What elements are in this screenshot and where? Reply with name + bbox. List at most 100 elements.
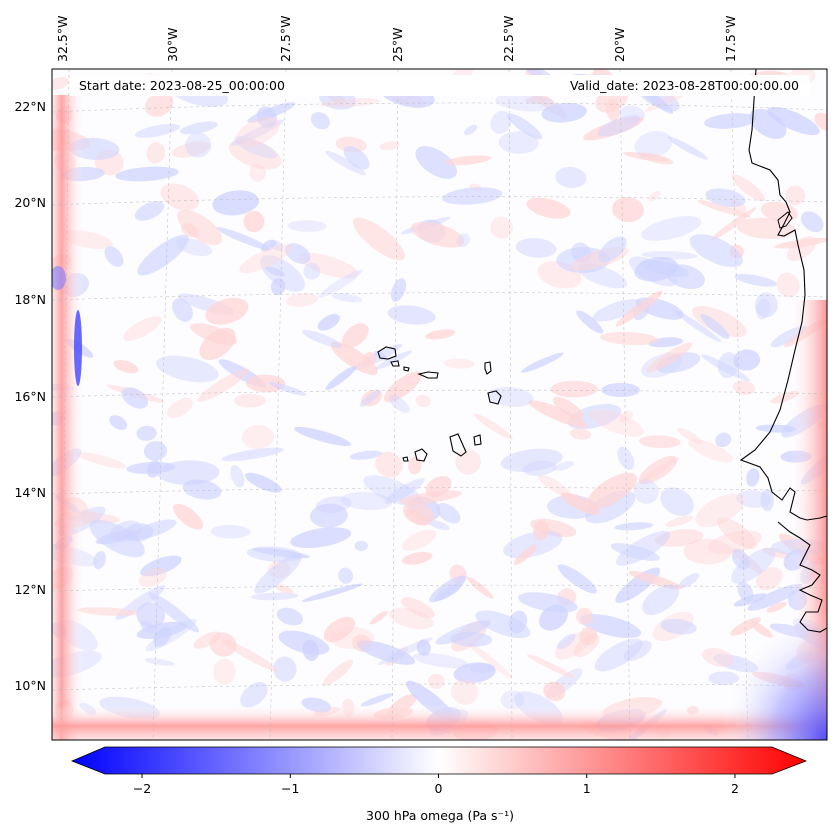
- ascent-patch: [594, 638, 643, 672]
- island-santo-antao: [377, 346, 397, 360]
- ascent-patch: [302, 583, 363, 602]
- lon-tick-label: 27.5°W: [278, 16, 293, 62]
- colorbar-tick-label: 0: [435, 781, 443, 796]
- ascent-patch: [642, 584, 680, 615]
- ascent-patch: [247, 102, 296, 123]
- island-sao-vicente: [390, 360, 400, 367]
- ascent-patch: [285, 243, 311, 264]
- descent-patch: [113, 360, 139, 374]
- descent-patch: [639, 435, 681, 449]
- descent-patch: [320, 98, 380, 108]
- descent-patch: [736, 217, 795, 239]
- descent-patch: [717, 517, 757, 550]
- africa-coastline-south: [777, 521, 827, 633]
- ascent-patch: [390, 278, 407, 302]
- ascent-patch: [705, 188, 746, 207]
- descent-patch: [527, 654, 574, 678]
- ascent-patch: [216, 227, 270, 250]
- descent-patch: [221, 639, 278, 672]
- descent-patch: [193, 631, 221, 649]
- descent-patch: [122, 316, 162, 341]
- ascent-patch: [660, 618, 697, 635]
- descent-patch: [600, 331, 659, 346]
- ascent-patch: [541, 102, 587, 123]
- descent-patch: [628, 570, 683, 590]
- ascent-patch: [89, 520, 145, 558]
- ascent-patch: [442, 187, 503, 205]
- colorbar-label: 300 hPa omega (Pa s⁻¹): [366, 808, 514, 823]
- descent-patch: [638, 455, 678, 485]
- ascent-patch: [210, 524, 251, 539]
- ascent-patch: [553, 461, 575, 471]
- ascent-patch: [614, 522, 654, 531]
- ascent-patch: [488, 386, 534, 407]
- lon-tick-label: 32.5°W: [55, 16, 70, 62]
- ascent-patch: [359, 389, 382, 407]
- ascent-patch: [233, 135, 278, 159]
- descent-patch: [323, 659, 354, 686]
- island-boa-vista: [487, 390, 502, 405]
- ascent-patch: [520, 352, 564, 373]
- colorbar-tick-label: 1: [583, 781, 591, 796]
- ascent-patch: [416, 639, 431, 656]
- ascent-patch: [555, 166, 587, 189]
- ascent-patch: [601, 382, 640, 398]
- ascent-patch: [760, 489, 775, 512]
- lon-tick-label: 20°W: [612, 27, 627, 62]
- ascent-patch: [415, 146, 457, 179]
- ascent-patch: [515, 238, 557, 258]
- ascent-patch: [310, 503, 348, 528]
- ascent-patch: [136, 621, 187, 639]
- descent-patch: [612, 197, 644, 223]
- descent-patch: [199, 327, 236, 361]
- ascent-patch: [754, 292, 778, 318]
- lat-tick-label: 12°N: [14, 582, 46, 597]
- ascent-patch: [172, 298, 193, 322]
- ascent-patch: [354, 540, 368, 552]
- descent-patch: [173, 503, 203, 530]
- descent-patch: [75, 452, 127, 469]
- ascent-patch: [374, 350, 413, 370]
- ascent-patch: [673, 309, 722, 343]
- island-santa-luzia: [403, 366, 410, 372]
- colorbar-tick-label: 2: [731, 781, 739, 796]
- descent-patch: [146, 142, 166, 164]
- ascent-patch: [733, 593, 767, 607]
- descent-patch: [243, 211, 265, 233]
- ascent-patch: [731, 549, 750, 570]
- lat-tick-label: 22°N: [14, 99, 46, 114]
- ascent-patch: [634, 131, 673, 158]
- ascent-patch: [453, 662, 496, 684]
- ascent-patch: [617, 446, 635, 470]
- ascent-patch: [747, 583, 803, 611]
- ascent-patch: [715, 432, 732, 448]
- descent-patch: [330, 341, 378, 375]
- ascent-patch: [131, 519, 177, 540]
- descent-patch: [402, 529, 437, 551]
- ascent-patch: [318, 269, 363, 298]
- map-panel: [52, 69, 827, 740]
- ascent-patch: [156, 355, 219, 383]
- ascent-patch: [246, 546, 303, 563]
- ascent-patch: [180, 121, 218, 135]
- omega-field: [52, 69, 827, 740]
- ascent-patch: [290, 527, 352, 549]
- descent-patch: [731, 174, 765, 202]
- descent-patch: [766, 601, 787, 613]
- ascent-patch: [755, 298, 771, 320]
- lat-tick-label: 16°N: [14, 389, 46, 404]
- descent-patch: [275, 584, 294, 594]
- ascent-patch: [464, 124, 478, 136]
- ascent-patch: [641, 216, 702, 241]
- descent-patch: [451, 678, 479, 705]
- ascent-patch: [268, 381, 307, 396]
- ascent-patch: [592, 299, 642, 322]
- ascent-patch: [331, 293, 363, 303]
- ascent-patch: [678, 573, 700, 589]
- ascent-patch: [734, 273, 777, 287]
- ascent-patch: [610, 543, 660, 561]
- descent-patch: [640, 457, 680, 482]
- descent-patch: [619, 410, 634, 423]
- ascent-patch: [500, 448, 563, 472]
- descent-patch: [490, 216, 513, 239]
